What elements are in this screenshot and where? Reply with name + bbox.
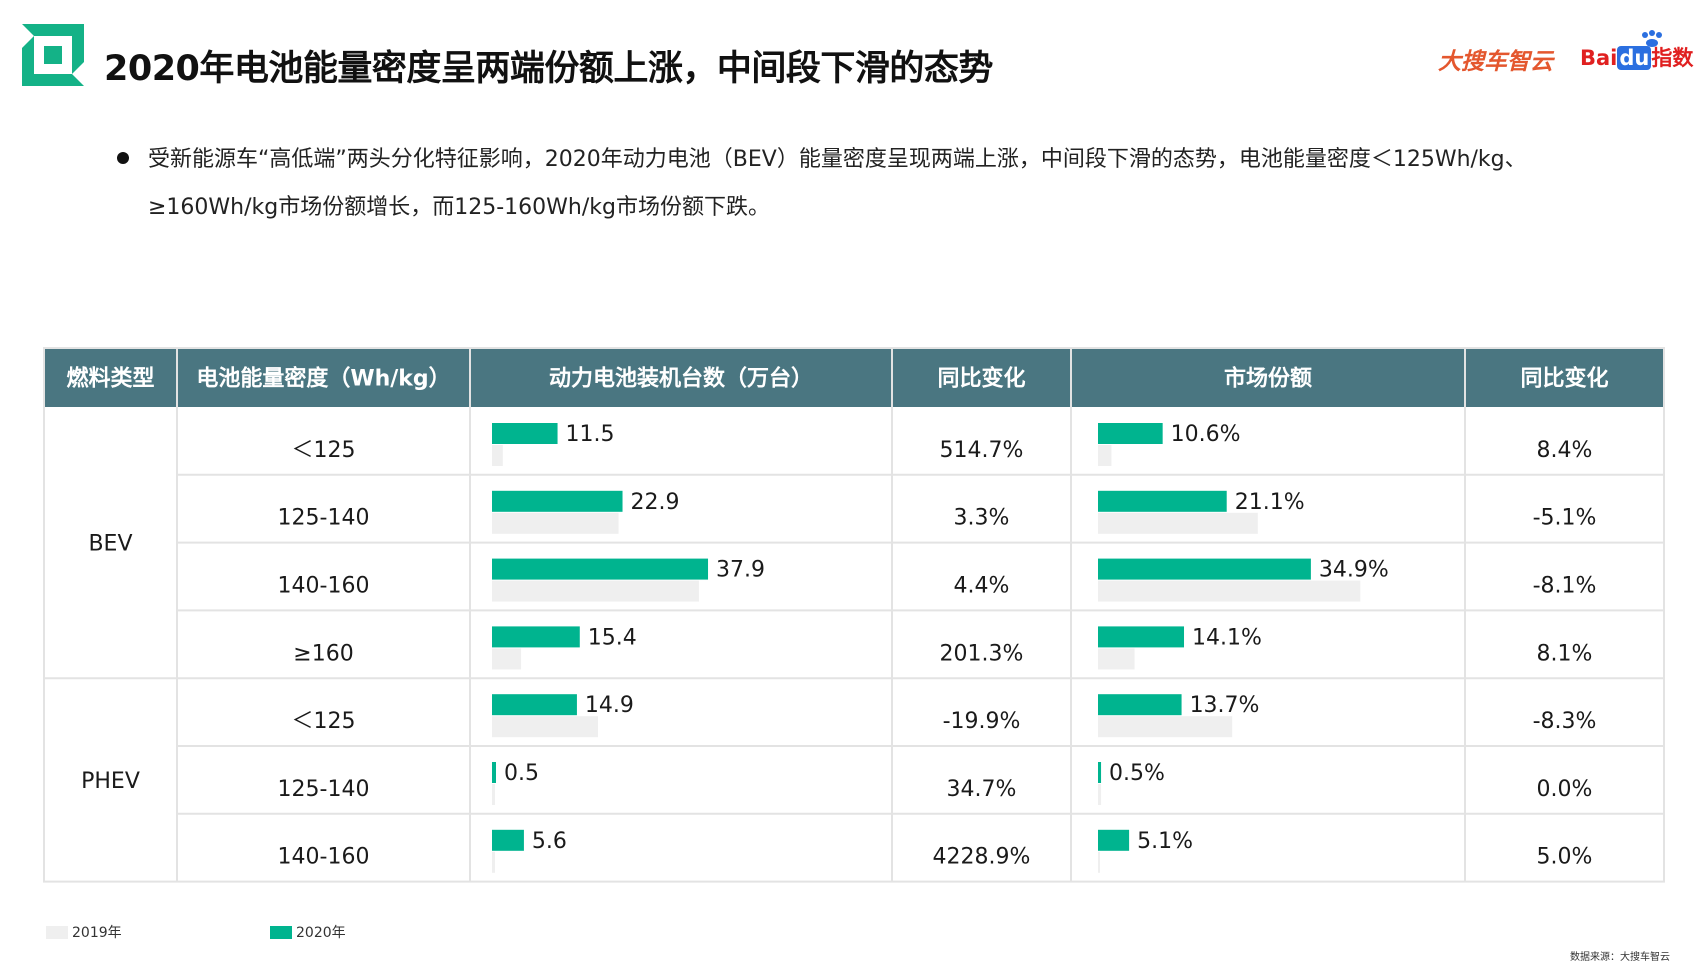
- units-bar-2020: [492, 490, 623, 512]
- density-cell: 140-160: [278, 574, 370, 599]
- legend-swatch-2019: [46, 926, 68, 939]
- share-value-label: 34.9%: [1319, 558, 1389, 583]
- brand-baidu-index-logo: Baidu指数: [1580, 42, 1693, 72]
- units-yoy-cell: 4.4%: [954, 574, 1010, 599]
- units-yoy-cell: 4228.9%: [933, 845, 1031, 870]
- column-header: 燃料类型: [66, 366, 154, 392]
- share-bar-2020: [1098, 829, 1130, 851]
- column-header: 电池能量密度（Wh/kg）: [196, 366, 450, 392]
- units-bar-2020: [492, 694, 577, 716]
- units-value-label: 37.9: [716, 558, 765, 583]
- share-yoy-cell: 8.4%: [1537, 438, 1593, 463]
- units-value-label: 11.5: [566, 422, 615, 447]
- units-bar-2020: [492, 558, 709, 580]
- brand-baidu-b: du: [1617, 46, 1652, 70]
- share-yoy-cell: 5.0%: [1537, 845, 1593, 870]
- density-cell: ＜125: [292, 438, 356, 463]
- units-yoy-cell: 34.7%: [947, 777, 1017, 802]
- column-header: 市场份额: [1224, 366, 1312, 392]
- units-bar-2020: [492, 829, 524, 851]
- share-value-label: 14.1%: [1192, 625, 1262, 650]
- share-bar-2019: [1098, 445, 1112, 466]
- brand-dasouche-logo: 大搜车智云: [1438, 49, 1553, 75]
- share-bar-2019: [1098, 851, 1100, 873]
- share-yoy-cell: 0.0%: [1537, 777, 1593, 802]
- brand-baidu-a: Bai: [1580, 46, 1618, 70]
- density-cell: 125-140: [278, 777, 370, 802]
- share-bar-2019: [1098, 512, 1258, 534]
- share-yoy-cell: -8.1%: [1533, 574, 1597, 599]
- units-yoy-cell: 201.3%: [940, 641, 1024, 666]
- source-note: 数据来源：大搜车智云: [1570, 952, 1670, 963]
- units-value-label: 0.5: [504, 761, 539, 786]
- share-value-label: 13.7%: [1190, 693, 1260, 718]
- units-bar-2019: [492, 512, 619, 534]
- table-border: [43, 347, 1665, 883]
- share-bar-2019: [1098, 580, 1361, 602]
- density-cell: ≥160: [293, 641, 353, 666]
- units-bar-2019: [492, 445, 503, 466]
- share-bar-2020: [1098, 490, 1227, 512]
- fuel-type-label: PHEV: [81, 769, 140, 794]
- legend-label-2020: 2020年: [296, 925, 346, 941]
- share-value-label: 0.5%: [1109, 761, 1165, 786]
- legend-item-2019: 2019年: [46, 922, 122, 942]
- table-header-bg: [44, 348, 1664, 407]
- page-title: 2020年电池能量密度呈两端份额上涨，中间段下滑的态势: [104, 49, 993, 89]
- units-bar-2019: [492, 784, 495, 805]
- units-value-label: 14.9: [585, 693, 634, 718]
- legend-swatch-2020: [270, 926, 292, 939]
- units-value-label: 15.4: [588, 625, 637, 650]
- legend-label-2019: 2019年: [72, 925, 122, 941]
- density-cell: ＜125: [292, 709, 356, 734]
- units-value-label: 5.6: [532, 829, 567, 854]
- units-yoy-cell: -19.9%: [943, 709, 1021, 734]
- column-header: 同比变化: [1520, 366, 1608, 392]
- summary-text: 受新能源车“高低端”两头分化特征影响，2020年动力电池（BEV）能量密度呈现两…: [148, 147, 1527, 220]
- share-value-label: 21.1%: [1235, 490, 1305, 515]
- share-bar-2020: [1098, 626, 1185, 648]
- units-bar-2020: [492, 423, 558, 444]
- share-bar-2020: [1098, 423, 1163, 444]
- units-bar-2020: [492, 762, 496, 783]
- density-cell: 140-160: [278, 845, 370, 870]
- share-yoy-cell: -8.3%: [1533, 709, 1597, 734]
- units-yoy-cell: 3.3%: [954, 506, 1010, 531]
- legend-item-2020: 2020年: [270, 922, 346, 942]
- units-bar-2019: [492, 851, 495, 873]
- share-yoy-cell: 8.1%: [1537, 641, 1593, 666]
- share-bar-2019: [1098, 648, 1135, 670]
- units-bar-2019: [492, 648, 522, 670]
- units-yoy-cell: 514.7%: [940, 438, 1024, 463]
- baidu-paw-icon: [1642, 30, 1662, 47]
- bullet-dot-icon: [117, 152, 129, 164]
- share-bar-2020: [1098, 762, 1102, 783]
- units-bar-2019: [492, 580, 699, 602]
- units-bar-2019: [492, 716, 599, 738]
- share-bar-2019: [1098, 716, 1233, 738]
- column-header: 动力电池装机台数（万台）: [549, 366, 813, 392]
- units-bar-2020: [492, 626, 580, 648]
- share-value-label: 5.1%: [1137, 829, 1193, 854]
- density-cell: 125-140: [278, 506, 370, 531]
- share-bar-2020: [1098, 694, 1182, 716]
- units-value-label: 22.9: [631, 490, 680, 515]
- share-yoy-cell: -5.1%: [1533, 506, 1597, 531]
- share-bar-2020: [1098, 558, 1311, 580]
- fuel-type-label: BEV: [88, 532, 132, 557]
- share-value-label: 10.6%: [1171, 422, 1241, 447]
- share-bar-2019: [1098, 784, 1102, 805]
- brand-logo-icon: [22, 24, 84, 86]
- brand-baidu-c: 指数: [1651, 46, 1694, 70]
- column-header: 同比变化: [937, 366, 1025, 392]
